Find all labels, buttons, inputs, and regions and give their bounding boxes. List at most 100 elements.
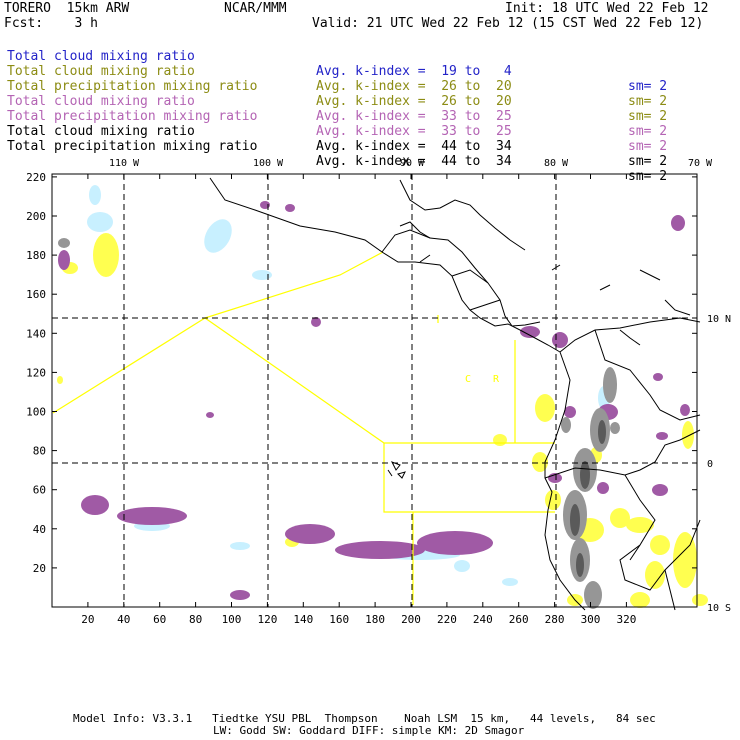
x-tick-label: 80 — [189, 613, 202, 626]
x-tick-label: 100 — [222, 613, 242, 626]
y-tick-label: 180 — [26, 249, 46, 262]
longitude-label: 70 W — [688, 158, 713, 169]
valid-time: Valid: 21 UTC Wed 22 Feb 12 (15 CST Wed … — [312, 16, 704, 31]
cuba-jamaica — [619, 299, 691, 346]
cloud-patch — [626, 517, 654, 533]
y-tick-label: 160 — [26, 288, 46, 301]
cloud-patch — [206, 412, 214, 418]
y-tick-label: 200 — [26, 210, 46, 223]
cloud-patch — [656, 432, 668, 440]
legend-smoothing: sm= 2 — [628, 154, 668, 169]
legend-index: Avg. k-index = 26 to 20 — [316, 94, 512, 109]
legend-field: Total cloud mixing ratio — [7, 124, 195, 139]
lat-lon-grid — [52, 174, 697, 607]
forecast-hour: Fcst: 3 h — [4, 16, 98, 31]
x-tick-label: 320 — [616, 613, 636, 626]
cloud-patch — [561, 417, 571, 433]
cloud-patch — [520, 326, 540, 338]
caribbean-coast — [399, 221, 541, 327]
cloud-patch — [89, 185, 101, 205]
central-america-borders — [419, 254, 501, 311]
x-tick-label: 180 — [365, 613, 385, 626]
legend-row: Total precipitation mixing ratio Avg. k-… — [7, 64, 737, 124]
y-tick-label: 40 — [33, 523, 46, 536]
cloud-patch — [417, 531, 493, 555]
cloud-patch — [610, 508, 630, 528]
caribbean-islands — [551, 264, 661, 291]
cloud-patch — [252, 270, 272, 280]
legend-field: Total cloud mixing ratio — [7, 49, 195, 64]
x-tick-label: 140 — [293, 613, 313, 626]
x-tick-label: 300 — [581, 613, 601, 626]
organization-label: NCAR/MMM — [224, 1, 287, 16]
cloud-patch — [311, 317, 321, 327]
cloud-patch — [535, 394, 555, 422]
brazil-border — [629, 544, 676, 611]
legend-index: Avg. k-index = 19 to 4 — [316, 64, 512, 79]
cloud-patch — [610, 422, 620, 434]
cloud-patch — [502, 578, 518, 586]
legend-field: Total cloud mixing ratio — [7, 94, 195, 109]
cloud-patch — [117, 507, 187, 525]
galapagos-islands — [387, 461, 406, 479]
x-tick-label: 60 — [153, 613, 166, 626]
legend-row: Total cloud mixing ratio Avg. k-index = … — [7, 109, 737, 169]
cloud-patch — [285, 204, 295, 212]
cloud-patch — [285, 524, 335, 544]
cloud-patch — [682, 421, 694, 449]
maritime-boundaries — [52, 251, 555, 605]
longitude-label: 100 W — [253, 158, 284, 169]
colombia-ecuador-border — [544, 429, 701, 479]
cloud-patch — [230, 542, 250, 550]
cloud-patch — [680, 404, 690, 416]
longitude-label: 80 W — [544, 158, 569, 169]
legend-index: Avg. k-index = 26 to 20 — [316, 79, 512, 94]
x-tick-label: 280 — [545, 613, 565, 626]
legend-smoothing: sm= 2 — [628, 79, 668, 94]
cloud-patch — [545, 490, 561, 510]
south-america-coast — [544, 317, 701, 611]
latitude-label: 10 S — [707, 603, 731, 614]
legend-smoothing: sm= 2 — [628, 109, 668, 124]
cloud-patch — [671, 215, 685, 231]
country-label: C — [465, 374, 471, 385]
legend-smoothing: sm= 2 — [628, 124, 668, 139]
cloud-patch — [552, 332, 568, 348]
x-axis-ticks: 20 40 60 80 100 120 140 160 180 200 220 240 260 280 30… — [81, 174, 636, 626]
cloud-patch — [87, 212, 113, 232]
x-tick-label: 120 — [257, 613, 277, 626]
cloud-patch — [597, 482, 609, 494]
x-tick-label: 200 — [401, 613, 421, 626]
cloud-patch — [93, 233, 119, 277]
y-tick-label: 20 — [33, 562, 46, 575]
lightblue-cloud-areas — [87, 185, 610, 586]
x-tick-label: 260 — [509, 613, 529, 626]
legend-smoothing: sm= 2 — [628, 94, 668, 109]
cloud-patch — [576, 553, 584, 577]
y-tick-label: 140 — [26, 327, 46, 340]
legend-field: Total cloud mixing ratio — [7, 64, 195, 79]
cloud-patch — [493, 434, 507, 446]
model-title: TORERO 15km ARW — [4, 1, 130, 16]
central-america-coast — [209, 177, 561, 353]
y-axis-ticks: 20 40 60 80 100 120 140 160 180 200 220 — [26, 171, 697, 575]
legend-index: Avg. k-index = 44 to 34 — [316, 154, 512, 169]
y-tick-label: 100 — [26, 406, 46, 419]
cloud-patch — [532, 452, 548, 472]
x-tick-label: 220 — [437, 613, 457, 626]
legend-index: Avg. k-index = 33 to 25 — [316, 109, 512, 124]
cloud-patch — [454, 560, 470, 572]
dark-gray-cloud-core — [570, 420, 606, 577]
latitude-label: 0 — [707, 459, 713, 470]
honduras-border — [381, 229, 431, 253]
y-tick-label: 60 — [33, 484, 46, 497]
purple-cloud-areas — [58, 201, 690, 600]
yucatan-outline — [399, 179, 526, 251]
cloud-patch — [570, 504, 580, 536]
venezuela-border — [594, 329, 701, 421]
x-tick-label: 240 — [473, 613, 493, 626]
cloud-patch — [57, 376, 63, 384]
cloud-patch — [630, 592, 650, 608]
latitude-label: 10 N — [707, 314, 731, 325]
